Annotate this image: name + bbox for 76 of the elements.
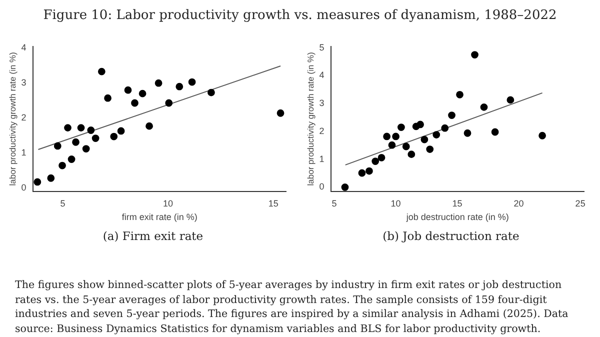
point (92, 134, 100, 142)
point (124, 86, 132, 94)
point (398, 124, 405, 131)
point (34, 178, 42, 186)
point (131, 99, 138, 107)
y-tick-label: 4 (319, 70, 324, 80)
point (154, 79, 162, 87)
point (68, 156, 76, 163)
point (378, 154, 386, 162)
point (341, 184, 349, 191)
point (441, 124, 449, 132)
point (416, 120, 424, 128)
point (448, 112, 456, 119)
point (358, 169, 366, 177)
x-tick-label: 15 (452, 198, 462, 208)
x-tick-label: 5 (60, 198, 66, 208)
y-tick-label: 2 (21, 112, 26, 123)
y-tick-label: 1 (21, 147, 26, 158)
point (464, 129, 472, 137)
x-tick-label: 10 (163, 198, 174, 208)
y-axis-title: labor productivity growth rate (in %) (7, 52, 18, 186)
x-tick-label: 25 (575, 198, 586, 208)
point (58, 162, 66, 170)
y-tick-label: 2 (319, 126, 324, 136)
point (87, 126, 95, 134)
y-axis-title: labor productivity growth rate (in %) (305, 52, 316, 186)
point (47, 174, 55, 182)
y-tick-label: 3 (21, 78, 26, 88)
text: (a) Firm exit rate (102, 229, 204, 243)
point (402, 142, 410, 150)
point (104, 94, 112, 102)
point (188, 78, 196, 86)
point (538, 132, 546, 140)
y-tick-label: 0 (319, 182, 324, 192)
point (146, 122, 153, 130)
point (383, 132, 391, 140)
x-axis-title: firm exit rate (in %) (122, 212, 198, 222)
caption: Figure 10: Labor productivity growth vs. measures of dyanamism, 1988–2022 (42, 8, 558, 23)
x-tick-label: 15 (268, 198, 278, 208)
point (372, 158, 380, 165)
point (176, 82, 184, 90)
y-tick-label: 0 (21, 182, 26, 192)
y-tick-label: 3 (319, 98, 324, 108)
x-tick-label: 5 (332, 198, 337, 208)
point (276, 109, 284, 117)
point (456, 90, 464, 98)
y-tick-label: 1 (319, 154, 324, 164)
y-tick-label: 5 (319, 42, 324, 52)
y-tick-label: 4 (21, 42, 26, 53)
point (480, 103, 488, 111)
text: The figures show binned-scatter plots of 5-year averages by industry in firm exit rates or job destruction rates vs. the 5-year averages of labor productivity growth rates. The sample consists of 159 four-digit industries and seven 5-year periods. The figures are inspired by a similar analysis in Adhami (2025). Data source: Business Dynamics Statistics for dynamism variables and BLS for labor productivity growth. (15, 278, 570, 336)
text: (b) Job destruction rate (382, 229, 520, 243)
point (432, 131, 440, 138)
point (426, 146, 434, 153)
point (420, 136, 428, 144)
point (491, 128, 499, 136)
point (388, 141, 396, 149)
point (138, 90, 146, 98)
point (471, 51, 478, 58)
point (82, 145, 90, 152)
x-tick-label: 20 (514, 198, 524, 208)
x-axis-title: job destruction rate (in %) (405, 212, 509, 222)
point (98, 68, 106, 76)
point (392, 132, 400, 140)
point (408, 150, 416, 158)
point (208, 88, 215, 96)
point (110, 132, 118, 140)
point (117, 127, 125, 135)
point (77, 124, 85, 132)
point (165, 99, 173, 107)
x-tick-label: 10 (390, 198, 401, 208)
point (366, 167, 373, 175)
point (506, 96, 514, 104)
point (72, 138, 80, 146)
point (64, 124, 72, 132)
point (54, 142, 62, 150)
